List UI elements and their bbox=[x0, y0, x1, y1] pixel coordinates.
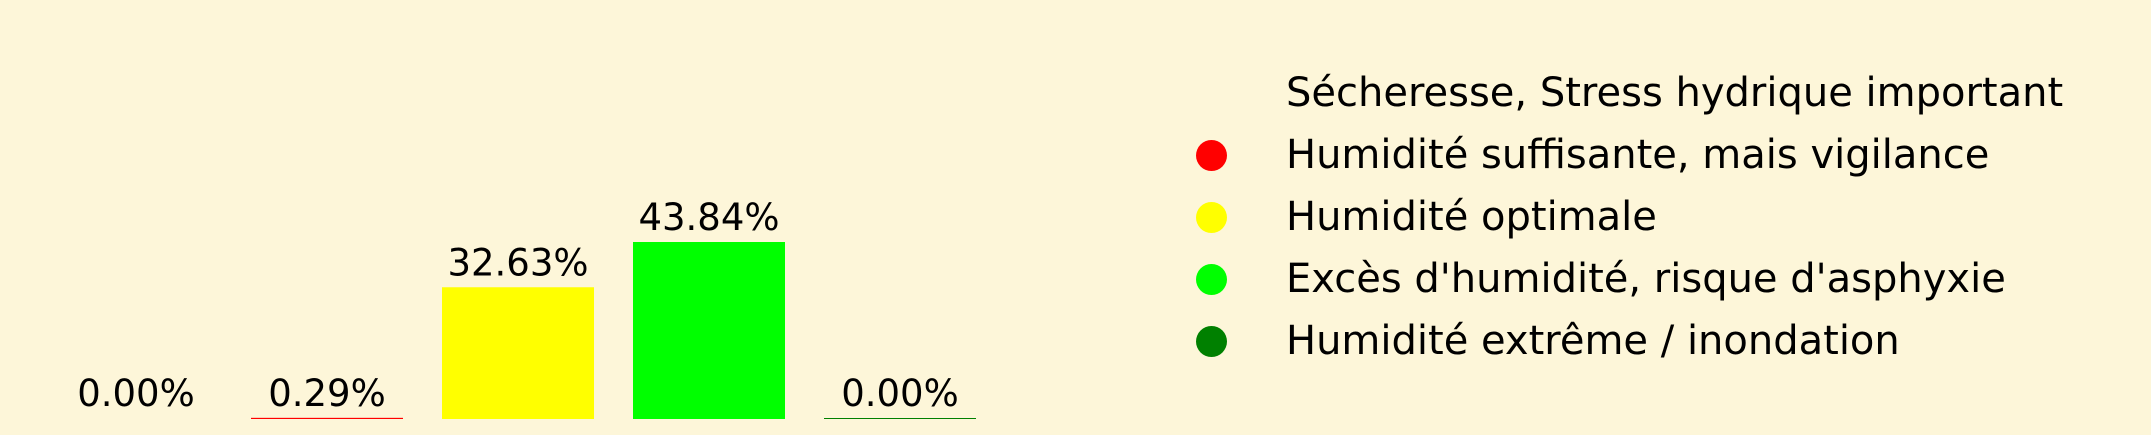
bar-excess bbox=[633, 242, 785, 419]
bars bbox=[60, 242, 976, 419]
legend-marker-vigilance bbox=[1196, 139, 1227, 171]
bar-chart: 0.00% 0.29% 32.63% 43.84% 0.00% bbox=[60, 196, 976, 419]
legend-marker-flood bbox=[1196, 325, 1227, 357]
bar-value-label-drought: 0.00% bbox=[77, 372, 195, 415]
legend-item-vigilance: Humidité suffisante, mais vigilance bbox=[1180, 124, 2063, 186]
bar-drought bbox=[60, 418, 212, 419]
legend-marker-excess bbox=[1196, 263, 1227, 295]
legend-label-drought: Sécheresse, Stress hydrique important bbox=[1286, 70, 2064, 116]
bar-value-label-vigilance: 0.29% bbox=[268, 372, 386, 415]
legend-label-excess: Excès d'humidité, risque d'asphyxie bbox=[1286, 256, 2006, 302]
bar-flood bbox=[824, 418, 976, 419]
legend-item-drought: Sécheresse, Stress hydrique important bbox=[1180, 62, 2063, 124]
bar-value-label-optimal: 32.63% bbox=[447, 241, 588, 284]
bar-vigilance bbox=[251, 417, 403, 419]
bar-value-label-excess: 43.84% bbox=[638, 196, 779, 239]
legend: Sécheresse, Stress hydrique important Hu… bbox=[1180, 62, 2063, 372]
legend-item-optimal: Humidité optimale bbox=[1180, 186, 2063, 248]
legend-item-excess: Excès d'humidité, risque d'asphyxie bbox=[1180, 248, 2063, 310]
bar-optimal bbox=[442, 287, 594, 419]
legend-label-optimal: Humidité optimale bbox=[1286, 194, 1657, 240]
value-labels: 0.00% 0.29% 32.63% 43.84% 0.00% bbox=[77, 196, 959, 415]
legend-label-vigilance: Humidité suffisante, mais vigilance bbox=[1286, 132, 1990, 178]
bar-value-label-flood: 0.00% bbox=[841, 372, 959, 415]
legend-item-flood: Humidité extrême / inondation bbox=[1180, 310, 2063, 372]
legend-label-flood: Humidité extrême / inondation bbox=[1286, 318, 1900, 364]
legend-marker-optimal bbox=[1196, 201, 1227, 233]
